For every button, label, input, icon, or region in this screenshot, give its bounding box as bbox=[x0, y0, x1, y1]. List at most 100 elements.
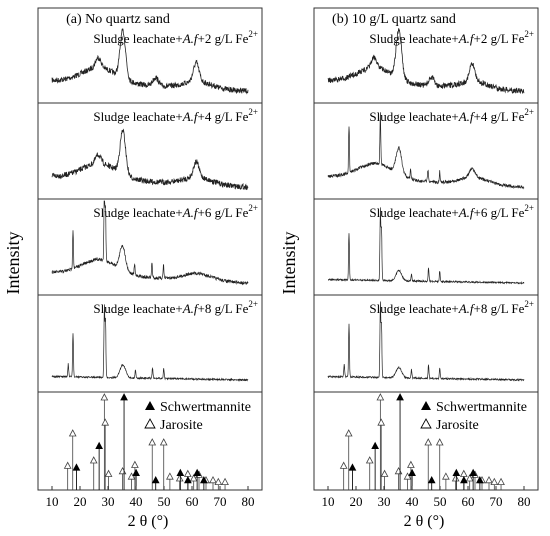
series-label: Sludge leachate+A.f+2 g/L Fe2+ bbox=[369, 29, 534, 46]
schwertmannite-marker bbox=[460, 475, 468, 484]
x-tick-label: 60 bbox=[186, 494, 199, 509]
schwertmannite-marker bbox=[348, 463, 357, 471]
panel-frame bbox=[313, 7, 539, 491]
y-axis-label-left: Intensity bbox=[3, 232, 23, 295]
schwertmannite-marker bbox=[72, 463, 81, 471]
jarosite-marker bbox=[380, 469, 389, 477]
jarosite-marker bbox=[497, 477, 505, 485]
panel-title: (b) 10 g/L quartz sand bbox=[332, 12, 456, 27]
jarosite-marker bbox=[465, 474, 474, 482]
series-label: Sludge leachate+A.f+4 g/L Fe2+ bbox=[369, 107, 534, 124]
jarosite-marker bbox=[127, 472, 136, 480]
xrd-pattern-line bbox=[327, 207, 525, 285]
schwertmannite-marker bbox=[408, 468, 416, 476]
jarosite-marker bbox=[435, 438, 444, 446]
jarosite-marker bbox=[451, 474, 460, 482]
jarosite-marker bbox=[376, 393, 385, 401]
legend-jarosite-label: Jarosite bbox=[160, 418, 203, 433]
x-tick-label: 80 bbox=[518, 494, 531, 509]
schwertmannite-marker bbox=[199, 475, 208, 484]
jarosite-marker bbox=[490, 477, 499, 485]
legend-jarosite-marker bbox=[144, 418, 156, 429]
schwertmannite-marker bbox=[184, 475, 192, 484]
jarosite-marker bbox=[394, 466, 403, 475]
panels-layer: (a) No quartz sand Sludge leachate+A.f+2 … bbox=[37, 7, 539, 509]
series-label: Sludge leachate+A.f+4 g/L Fe2+ bbox=[93, 107, 258, 124]
schwertmannite-marker bbox=[151, 475, 160, 484]
x-tick-label: 30 bbox=[378, 494, 391, 509]
x-tick-label: 20 bbox=[74, 494, 87, 509]
x-tick-label: 80 bbox=[242, 494, 255, 509]
x-tick-label: 70 bbox=[214, 494, 227, 509]
schwertmannite-marker bbox=[132, 468, 140, 476]
xrd-pattern-line bbox=[51, 128, 249, 191]
jarosite-marker bbox=[89, 456, 98, 464]
jarosite-marker bbox=[118, 466, 127, 475]
jarosite-marker bbox=[175, 474, 184, 482]
jarosite-marker bbox=[68, 429, 77, 437]
x-tick-label: 40 bbox=[406, 494, 419, 509]
x-tick-label: 50 bbox=[434, 494, 447, 509]
jarosite-marker bbox=[424, 438, 433, 446]
x-tick-label: 30 bbox=[102, 494, 115, 509]
jarosite-marker bbox=[377, 418, 386, 426]
xrd-pattern-line bbox=[51, 28, 249, 95]
schwertmannite-marker bbox=[427, 475, 436, 484]
x-tick-label: 40 bbox=[130, 494, 143, 509]
schwertmannite-marker bbox=[176, 468, 185, 476]
jarosite-marker bbox=[183, 469, 192, 477]
jarosite-marker bbox=[339, 461, 348, 469]
x-tick-label: 50 bbox=[158, 494, 171, 509]
jarosite-marker bbox=[365, 456, 374, 464]
legend-schwertmannite-marker bbox=[421, 401, 431, 410]
x-tick-label: 60 bbox=[462, 494, 475, 509]
schwertmannite-marker bbox=[193, 468, 202, 476]
xrd-pattern-line bbox=[327, 112, 525, 190]
jarosite-marker bbox=[214, 477, 223, 485]
schwertmannite-marker bbox=[475, 475, 484, 484]
jarosite-marker bbox=[101, 418, 110, 426]
legend-jarosite-label: Jarosite bbox=[436, 418, 479, 433]
panel-frame bbox=[37, 7, 263, 491]
schwertmannite-marker bbox=[95, 441, 104, 449]
x-tick-label: 20 bbox=[350, 494, 363, 509]
jarosite-marker bbox=[159, 438, 168, 446]
jarosite-marker bbox=[407, 460, 415, 468]
schwertmannite-marker bbox=[371, 441, 380, 449]
jarosite-marker bbox=[442, 472, 450, 480]
jarosite-marker bbox=[459, 469, 468, 477]
x-tick-label: 10 bbox=[322, 494, 335, 509]
x-axis-label-right: 2 θ (°) bbox=[404, 513, 445, 530]
schwertmannite-marker bbox=[120, 393, 128, 401]
panel-title: (a) No quartz sand bbox=[66, 12, 170, 27]
jarosite-marker bbox=[221, 477, 229, 485]
legend-schwertmannite-marker bbox=[145, 401, 155, 410]
jarosite-marker bbox=[104, 469, 113, 477]
schwertmannite-marker bbox=[452, 468, 461, 476]
jarosite-marker bbox=[344, 429, 353, 437]
legend-jarosite-marker bbox=[420, 418, 432, 429]
schwertmannite-marker bbox=[469, 468, 478, 476]
series-label: Sludge leachate+A.f+2 g/L Fe2+ bbox=[93, 29, 258, 46]
jarosite-marker bbox=[166, 472, 174, 480]
jarosite-marker bbox=[100, 393, 109, 401]
jarosite-marker bbox=[131, 460, 139, 468]
xrd-pattern-line bbox=[327, 28, 525, 95]
legend-schwertmannite-label: Schwertmannite bbox=[436, 400, 527, 415]
x-tick-label: 70 bbox=[490, 494, 503, 509]
jarosite-marker bbox=[403, 472, 412, 480]
jarosite-marker bbox=[485, 475, 493, 484]
jarosite-marker bbox=[148, 438, 157, 446]
series-label: Sludge leachate+A.f+6 g/L Fe2+ bbox=[369, 203, 534, 220]
x-axis-label-left: 2 θ (°) bbox=[128, 513, 169, 530]
series-label: Sludge leachate+A.f+8 g/L Fe2+ bbox=[93, 299, 258, 316]
xrd-pattern-line bbox=[327, 301, 525, 382]
series-label: Sludge leachate+A.f+6 g/L Fe2+ bbox=[93, 203, 258, 220]
schwertmannite-marker bbox=[396, 393, 404, 401]
legend-schwertmannite-label: Schwertmannite bbox=[160, 400, 251, 415]
jarosite-marker bbox=[63, 461, 72, 469]
jarosite-marker bbox=[189, 474, 198, 482]
y-axis-label-right: Intensity bbox=[279, 232, 299, 295]
xrd-pattern-line bbox=[51, 200, 249, 286]
